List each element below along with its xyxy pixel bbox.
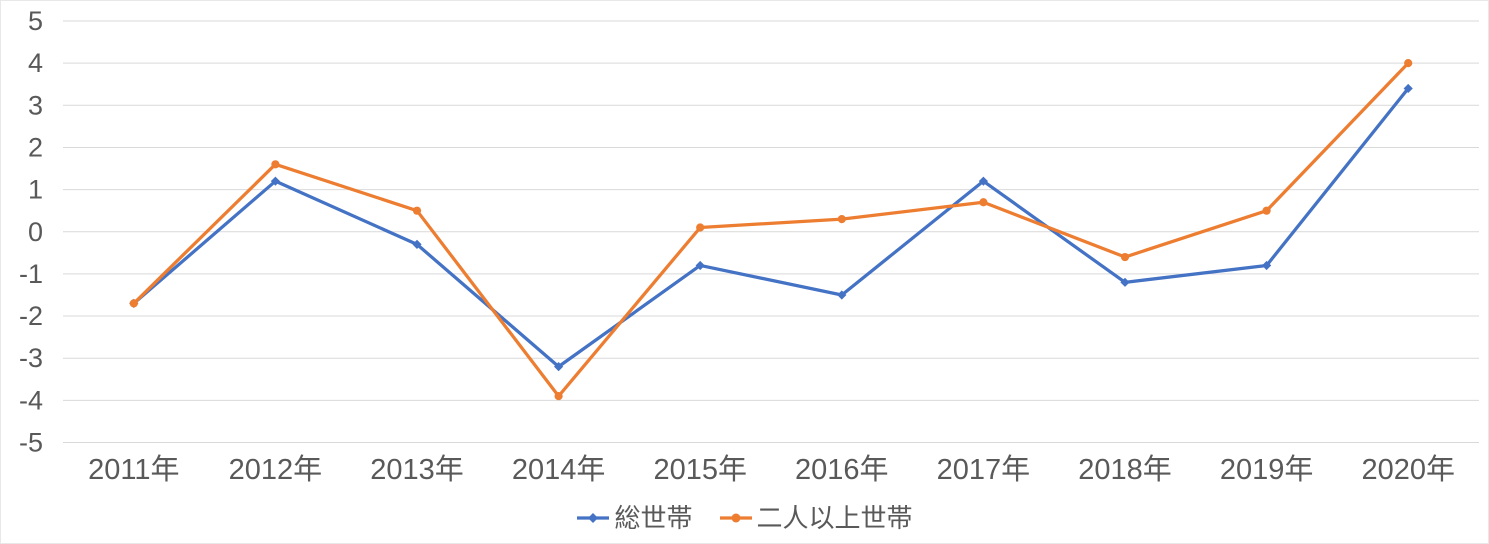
y-axis-labels-group: 5 4 3 2 1 0 -1 -2 -3 -4 -5 bbox=[19, 6, 43, 458]
x-axis-tick-label: 2014年 bbox=[512, 453, 606, 486]
legend-marker-two-or-more-person-households bbox=[719, 513, 752, 523]
chart-legend: 総世帯 二人以上世帯 bbox=[1, 498, 1488, 538]
data-point-marker bbox=[695, 260, 705, 271]
y-axis-tick-label: 2 bbox=[28, 132, 43, 162]
x-axis-tick-label: 2015年 bbox=[653, 453, 747, 486]
data-point-marker bbox=[696, 223, 705, 232]
legend-item-two-or-more-person-households: 二人以上世帯 bbox=[719, 505, 913, 531]
data-point-marker bbox=[554, 362, 564, 372]
y-axis-tick-label: -3 bbox=[19, 343, 43, 373]
data-point-marker bbox=[1120, 277, 1130, 287]
data-point-marker bbox=[1120, 252, 1130, 262]
data-point-marker bbox=[271, 160, 280, 169]
x-axis-tick-label: 2012年 bbox=[229, 453, 323, 486]
x-axis-tick-label: 2017年 bbox=[937, 453, 1031, 486]
data-point-marker bbox=[979, 198, 988, 207]
data-point-marker bbox=[1403, 83, 1413, 94]
gridlines-group bbox=[63, 20, 1479, 443]
data-point-marker bbox=[554, 392, 563, 401]
data-point-marker bbox=[837, 290, 847, 300]
data-point-marker bbox=[412, 206, 422, 215]
data-point-marker bbox=[837, 215, 846, 224]
series-lines-group bbox=[132, 61, 1410, 398]
y-axis-tick-label: 4 bbox=[28, 48, 43, 78]
y-axis-tick-label: -1 bbox=[19, 259, 43, 289]
legend-item-all-households: 総世帯 bbox=[576, 503, 693, 533]
y-axis-tick-label: 1 bbox=[28, 175, 43, 205]
x-axis-tick-label: 2018年 bbox=[1078, 453, 1172, 486]
x-axis-tick-label: 2020年 bbox=[1361, 453, 1455, 486]
y-axis-tick-label: -5 bbox=[19, 428, 43, 458]
y-axis-tick-label: 5 bbox=[28, 6, 43, 36]
x-axis-tick-label: 2013年 bbox=[370, 453, 464, 486]
data-point-marker bbox=[1404, 59, 1413, 68]
legend-label-all-households: 総世帯 bbox=[614, 503, 693, 533]
data-point-marker bbox=[270, 176, 280, 186]
data-point-marker bbox=[412, 239, 422, 249]
x-axis-tick-label: 2011年 bbox=[88, 453, 179, 486]
legend-marker-all-households bbox=[577, 513, 610, 523]
data-point-markers-group bbox=[129, 59, 1413, 401]
y-axis-tick-label: -2 bbox=[19, 301, 43, 331]
x-axis-tick-label: 2019年 bbox=[1220, 453, 1314, 486]
data-point-marker bbox=[978, 176, 988, 186]
x-axis-tick-label: 2016年 bbox=[795, 453, 889, 486]
data-point-marker bbox=[129, 299, 138, 308]
y-axis-tick-label: -4 bbox=[19, 385, 43, 415]
legend-label-two-or-more-person-households: 二人以上世帯 bbox=[756, 503, 913, 533]
data-point-marker bbox=[1262, 260, 1272, 271]
y-axis-tick-label: 0 bbox=[28, 217, 43, 247]
x-axis-labels-group: 2011年 2012年 2013年 2014年 2015年 2016年 2017年 2018年… bbox=[88, 453, 1455, 486]
y-axis-tick-label: 3 bbox=[28, 90, 43, 120]
series-line-1 bbox=[132, 61, 1410, 398]
data-point-marker bbox=[1262, 206, 1271, 215]
series-line-0 bbox=[132, 86, 1410, 369]
